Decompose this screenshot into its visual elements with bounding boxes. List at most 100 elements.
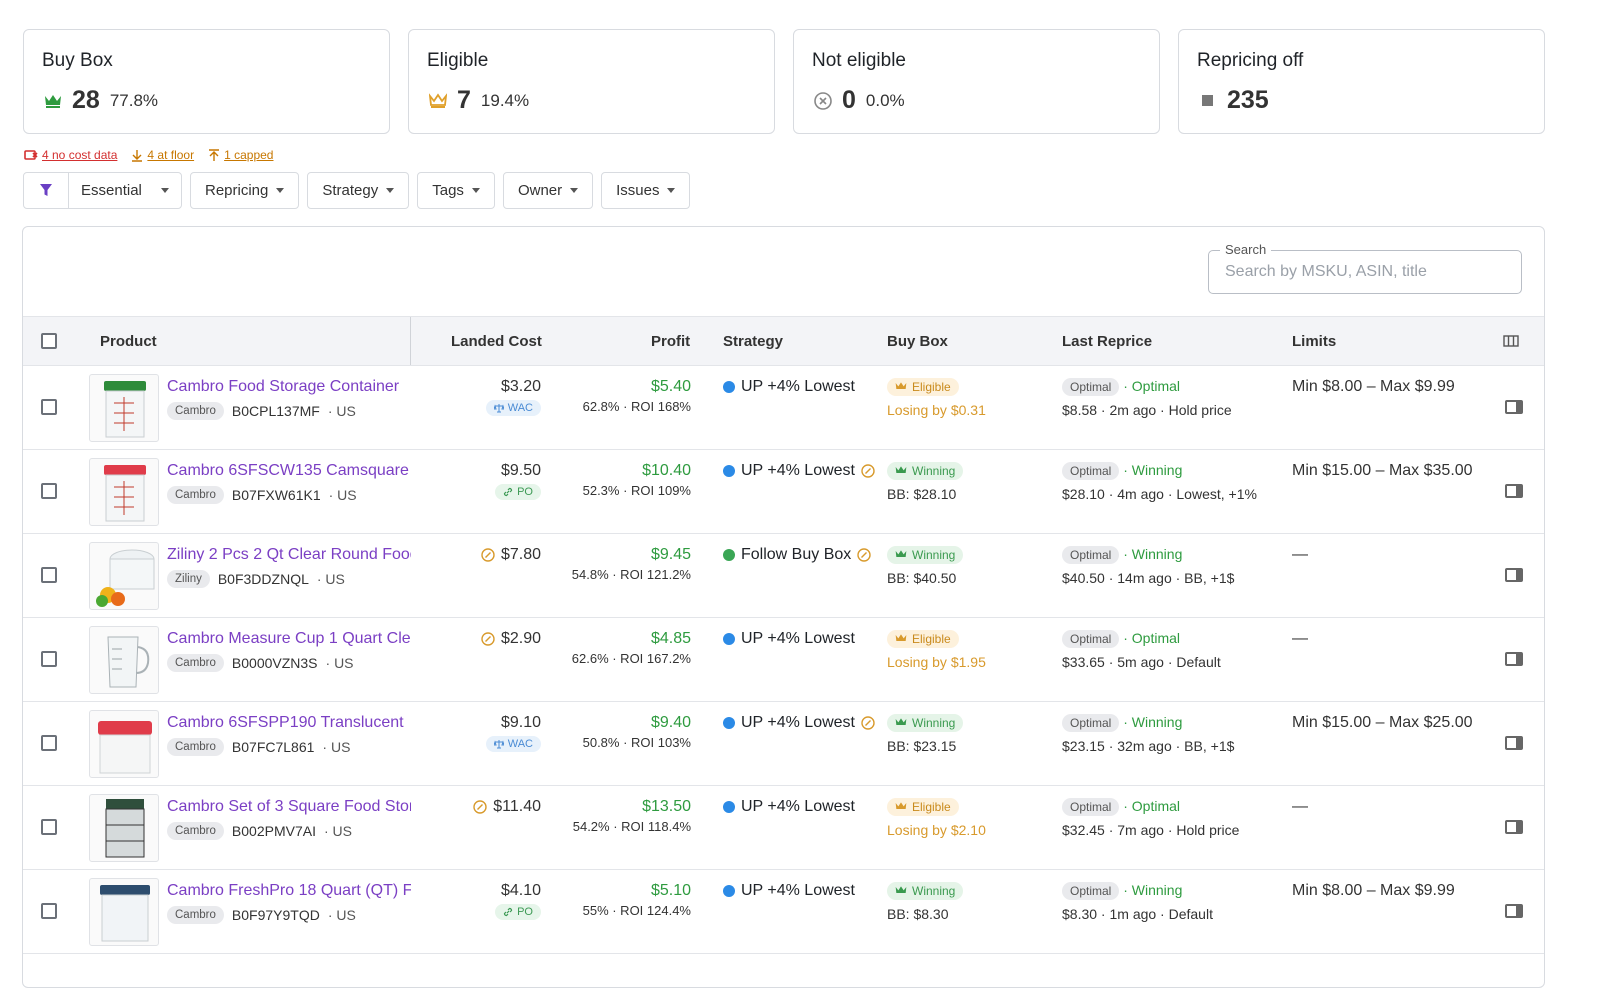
preset-select[interactable]: Essential: [69, 173, 181, 208]
cost-source-badge[interactable]: WAC: [485, 400, 541, 416]
col-profit[interactable]: Profit: [651, 332, 691, 350]
strategy-cell[interactable]: UP +4% Lowest: [723, 462, 875, 480]
product-title-link[interactable]: Cambro FreshPro 18 Quart (QT) Food: [167, 882, 411, 899]
columns-icon[interactable]: [1503, 317, 1519, 365]
row-side-panel-button[interactable]: [1505, 820, 1523, 834]
product-image[interactable]: [89, 374, 159, 442]
row-checkbox[interactable]: [41, 567, 57, 583]
filter-label: Tags: [432, 182, 464, 199]
alert-at-floor[interactable]: 4 at floor: [131, 148, 194, 162]
row-side-panel-button[interactable]: [1505, 568, 1523, 582]
col-last-reprice[interactable]: Last Reprice: [1062, 332, 1153, 350]
strategy-cell[interactable]: UP +4% Lowest: [723, 630, 855, 648]
table-row[interactable]: Cambro 6SFSPP190 Translucent Cambro B07FC7…: [23, 702, 1544, 786]
warning-circle-icon[interactable]: [861, 716, 875, 730]
product-image[interactable]: [89, 710, 159, 778]
filter-repricing[interactable]: Repricing: [190, 172, 300, 209]
filter-issues[interactable]: Issues: [601, 172, 691, 209]
product-title-link[interactable]: Cambro Measure Cup 1 Quart Clear: [167, 630, 411, 647]
limits-value[interactable]: Min $15.00 – Max $35.00: [1292, 462, 1473, 479]
strategy-cell[interactable]: UP +4% Lowest: [723, 714, 875, 732]
row-side-panel-button[interactable]: [1505, 904, 1523, 918]
col-product[interactable]: Product: [100, 332, 157, 350]
landed-cost-value: $9.50: [500, 462, 541, 479]
cost-source-badge[interactable]: PO: [495, 484, 541, 500]
warning-circle-icon[interactable]: [857, 548, 871, 562]
alert-capped[interactable]: 1 capped: [208, 148, 273, 162]
product-title-link[interactable]: Ziliny 2 Pcs 2 Qt Clear Round Food: [167, 546, 411, 563]
table-row[interactable]: Cambro Measure Cup 1 Quart Clear Cambro B0…: [23, 618, 1544, 702]
strategy-status-dot: [723, 633, 735, 645]
limits-value[interactable]: —: [1292, 798, 1308, 815]
limits-value[interactable]: —: [1292, 546, 1308, 563]
card-value: 235: [1227, 86, 1269, 114]
col-limits[interactable]: Limits: [1292, 332, 1337, 350]
strategy-name: UP +4% Lowest: [741, 630, 855, 647]
search-field[interactable]: Search: [1208, 242, 1522, 294]
col-landed-cost[interactable]: Landed Cost: [451, 332, 542, 350]
row-side-panel-button[interactable]: [1505, 484, 1523, 498]
product-image[interactable]: [89, 794, 159, 862]
reprice-status: · Winning: [1123, 546, 1183, 562]
warning-circle-icon[interactable]: [861, 464, 875, 478]
card-title: Not eligible: [812, 50, 906, 71]
table-row[interactable]: Cambro Food Storage Container Cambro B0CPL…: [23, 366, 1544, 450]
buy-box-status-label: Winning: [912, 884, 956, 898]
row-checkbox[interactable]: [41, 483, 57, 499]
landed-cost-value: $4.10: [500, 882, 541, 899]
row-checkbox[interactable]: [41, 399, 57, 415]
table-row[interactable]: Cambro 6SFSCW135 Camsquare Cambro B07FXW61…: [23, 450, 1544, 534]
reprice-detail: $33.65 · 5m ago · Default: [1062, 654, 1221, 670]
col-strategy[interactable]: Strategy: [723, 332, 784, 350]
strategy-cell[interactable]: UP +4% Lowest: [723, 882, 855, 900]
card-not-eligible[interactable]: Not eligible 0 0.0%: [793, 29, 1160, 134]
buy-box-cell: Winning BB: $23.15: [887, 714, 964, 754]
row-checkbox[interactable]: [41, 819, 57, 835]
cost-source-badge[interactable]: WAC: [485, 736, 541, 752]
table-row[interactable]: Cambro Set of 3 Square Food Storage Cambr…: [23, 786, 1544, 870]
warning-circle-icon[interactable]: [481, 548, 495, 562]
card-eligible[interactable]: Eligible 7 19.4%: [408, 29, 775, 134]
select-all-checkbox[interactable]: [41, 333, 57, 349]
card-repricing-off[interactable]: Repricing off 235: [1178, 29, 1545, 134]
marketplace-text: · US: [327, 403, 356, 419]
filter-tags[interactable]: Tags: [417, 172, 495, 209]
strategy-cell[interactable]: UP +4% Lowest: [723, 378, 855, 396]
reprice-result-badge: Optimal: [1062, 798, 1120, 816]
limits-value[interactable]: Min $8.00 – Max $9.99: [1292, 882, 1455, 899]
product-image[interactable]: [89, 542, 159, 610]
limits-value[interactable]: —: [1292, 630, 1308, 647]
limits-value[interactable]: Min $8.00 – Max $9.99: [1292, 378, 1455, 395]
table-row[interactable]: Ziliny 2 Pcs 2 Qt Clear Round Food Ziliny…: [23, 534, 1544, 618]
card-buy-box[interactable]: Buy Box 28 77.8%: [23, 29, 390, 134]
alert-no-cost-data[interactable]: 4 no cost data: [24, 148, 117, 162]
product-image[interactable]: [89, 626, 159, 694]
product-image[interactable]: [89, 878, 159, 946]
row-checkbox[interactable]: [41, 735, 57, 751]
product-title-link[interactable]: Cambro 6SFSCW135 Camsquare: [167, 462, 409, 479]
product-title-link[interactable]: Cambro Set of 3 Square Food Storage: [167, 798, 411, 815]
row-side-panel-button[interactable]: [1505, 400, 1523, 414]
table-row[interactable]: Cambro FreshPro 18 Quart (QT) Food Cambro…: [23, 870, 1544, 954]
strategy-cell[interactable]: Follow Buy Box: [723, 546, 871, 564]
warning-circle-icon[interactable]: [473, 800, 487, 814]
product-image[interactable]: [89, 458, 159, 526]
funnel-icon[interactable]: [24, 173, 69, 208]
limits-value[interactable]: Min $15.00 – Max $25.00: [1292, 714, 1473, 731]
row-side-panel-button[interactable]: [1505, 736, 1523, 750]
product-title-link[interactable]: Cambro Food Storage Container: [167, 378, 400, 395]
filter-owner[interactable]: Owner: [502, 172, 594, 209]
warning-circle-icon[interactable]: [481, 632, 495, 646]
column-divider[interactable]: [410, 317, 411, 365]
search-input[interactable]: [1209, 251, 1521, 293]
filter-strategy[interactable]: Strategy: [307, 172, 410, 209]
row-checkbox[interactable]: [41, 651, 57, 667]
strategy-cell[interactable]: UP +4% Lowest: [723, 798, 855, 816]
card-percent: 0.0%: [865, 90, 905, 110]
product-title-link[interactable]: Cambro 6SFSPP190 Translucent: [167, 714, 404, 731]
cost-source-badge[interactable]: PO: [495, 904, 541, 920]
row-side-panel-button[interactable]: [1505, 652, 1523, 666]
reprice-result-badge: Optimal: [1062, 378, 1120, 396]
col-buy-box[interactable]: Buy Box: [887, 332, 948, 350]
row-checkbox[interactable]: [41, 903, 57, 919]
